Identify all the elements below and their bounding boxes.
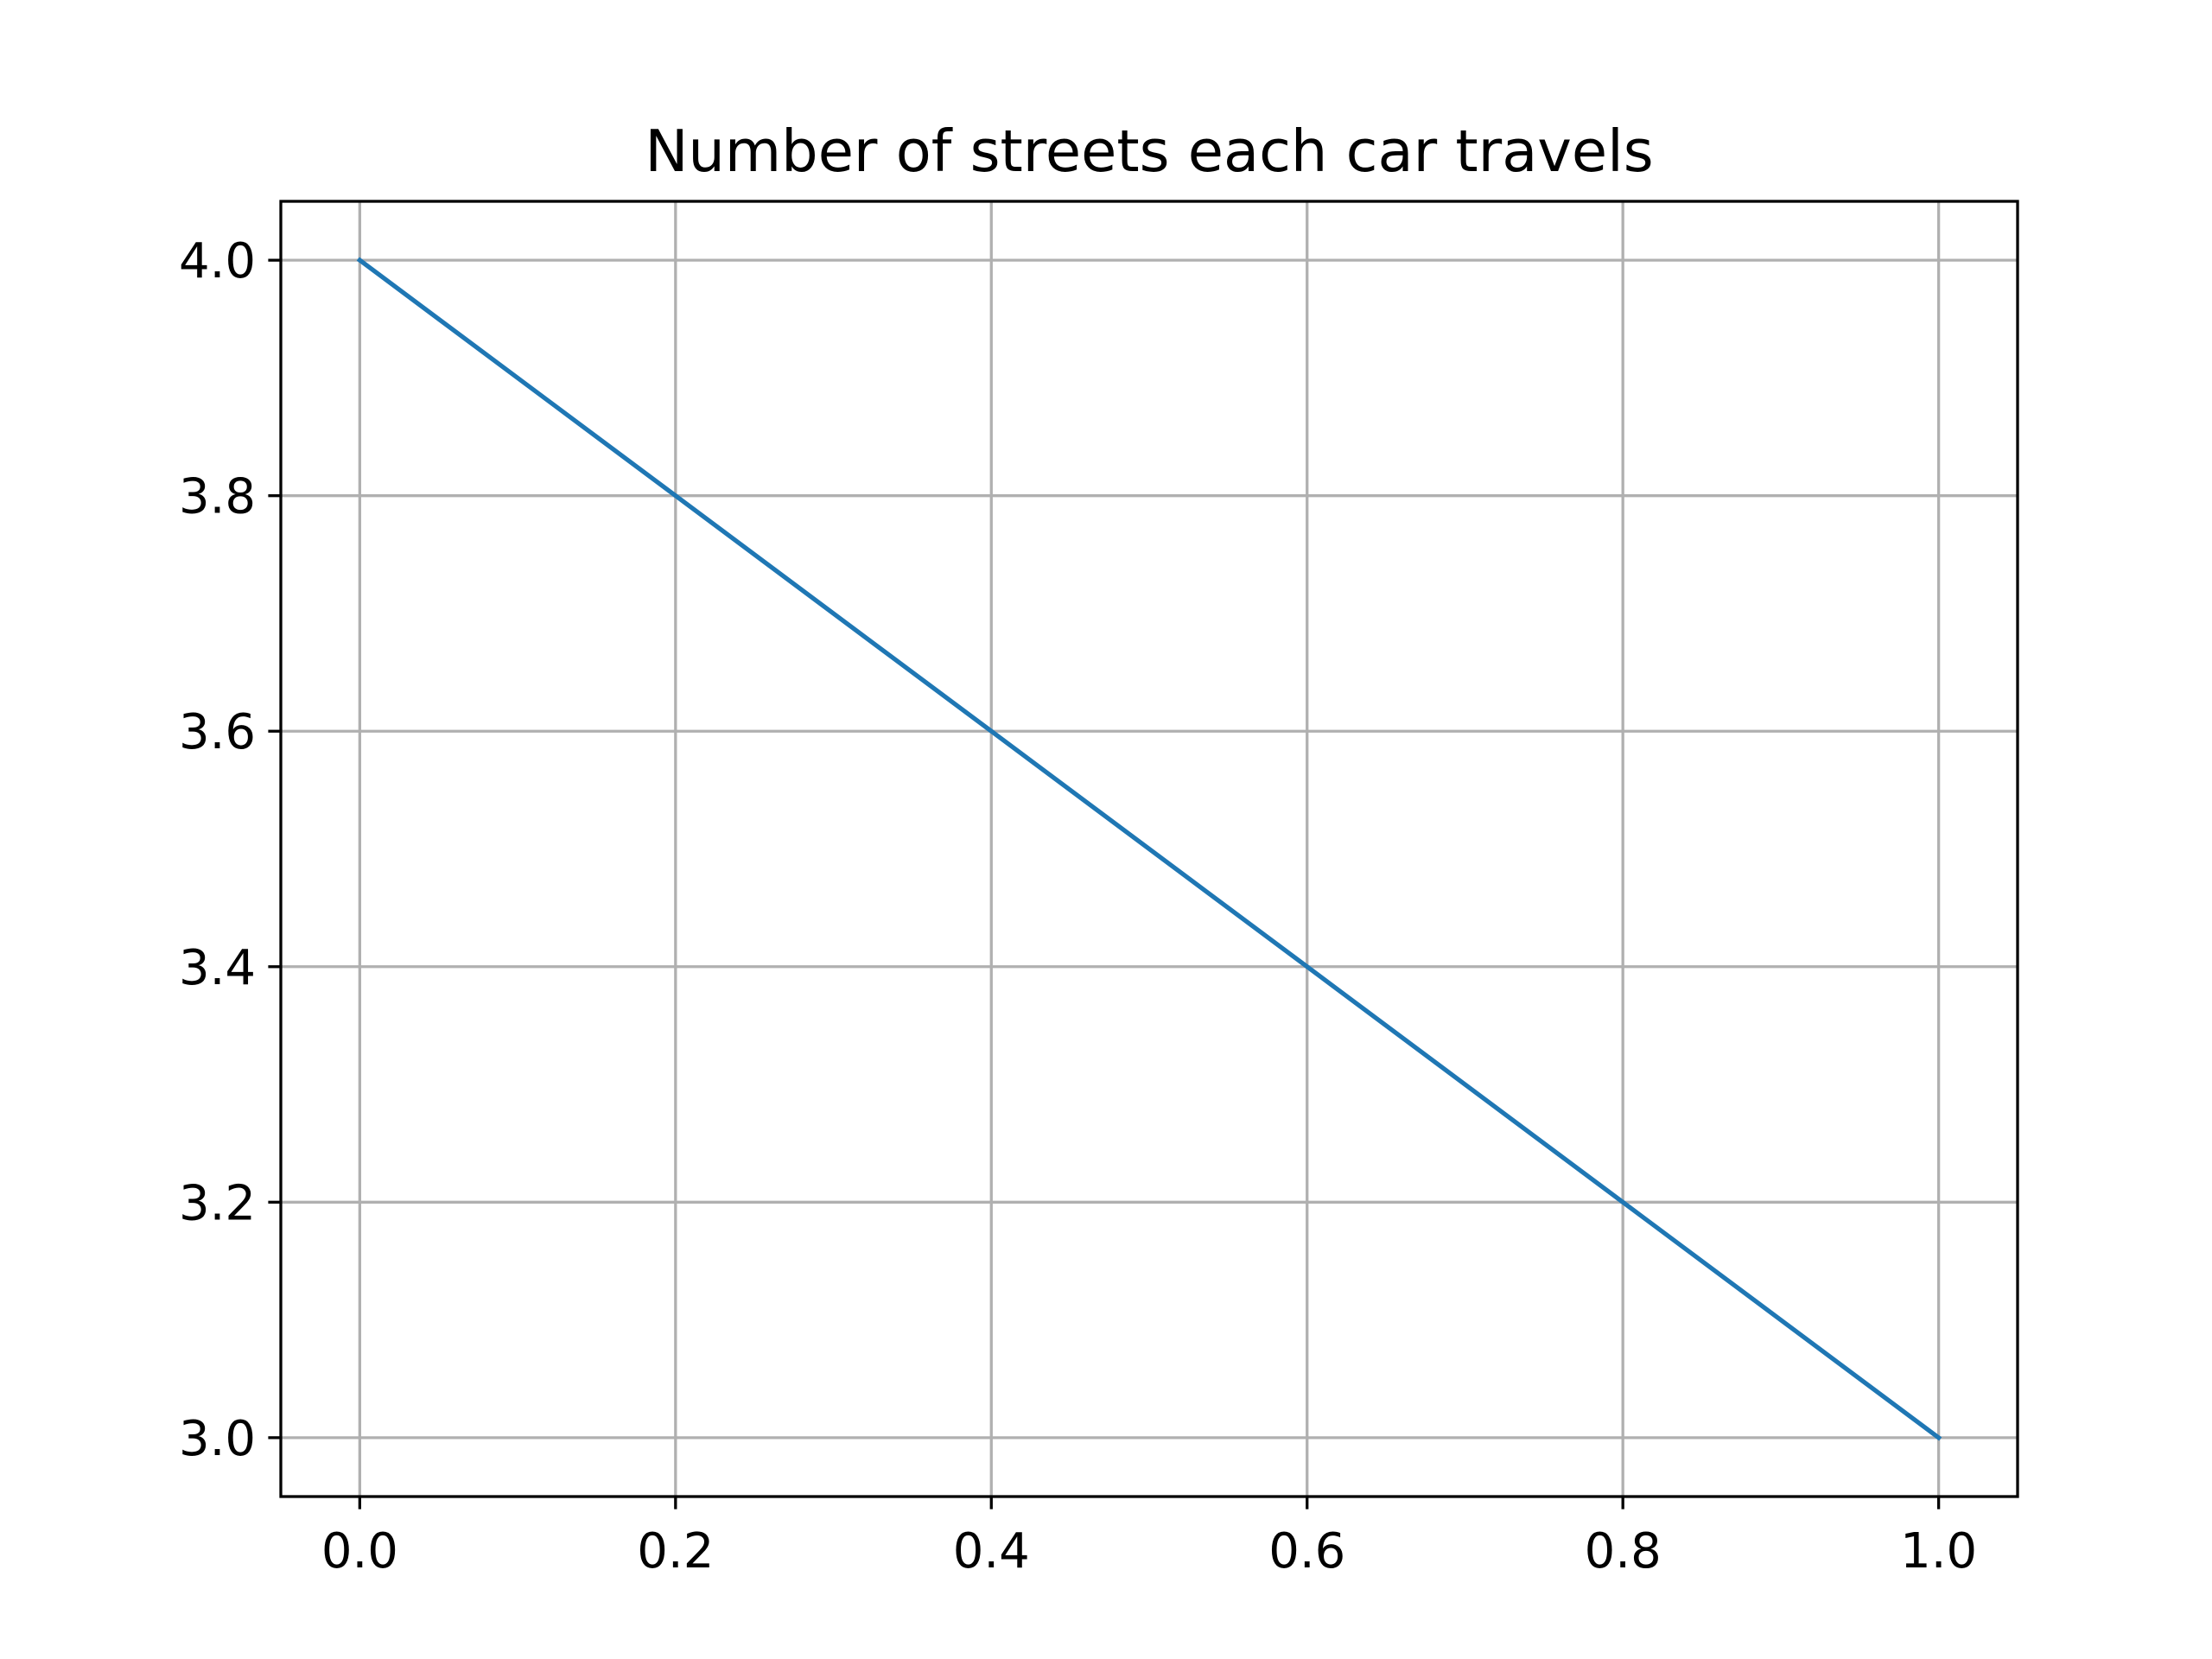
y-tick-label: 3.0 [179,1411,256,1467]
x-tick-label: 0.2 [637,1523,714,1580]
y-tick-label: 3.8 [179,469,256,525]
chart-title: Number of streets each car travels [645,118,1653,185]
x-tick-label: 1.0 [1900,1523,1977,1580]
x-tick-label: 0.0 [321,1523,398,1580]
axes-frame [279,200,2019,1498]
series-line [356,257,1942,1441]
y-tick-label: 3.6 [179,704,256,760]
x-tick-label: 0.4 [953,1523,1030,1580]
ticks: 0.0 0.2 0.4 0.6 0.8 1.0 3.0 3.2 3.4 3.6 3.8 4.0 [179,233,1977,1580]
y-tick-label: 3.4 [179,940,256,996]
x-tick-label: 0.6 [1268,1523,1345,1580]
y-tick-label: 3.2 [179,1175,256,1231]
y-tick-label: 4.0 [179,233,256,289]
x-tick-label: 0.8 [1585,1523,1662,1580]
grid [281,201,2018,1497]
series-layer [356,257,1942,1441]
